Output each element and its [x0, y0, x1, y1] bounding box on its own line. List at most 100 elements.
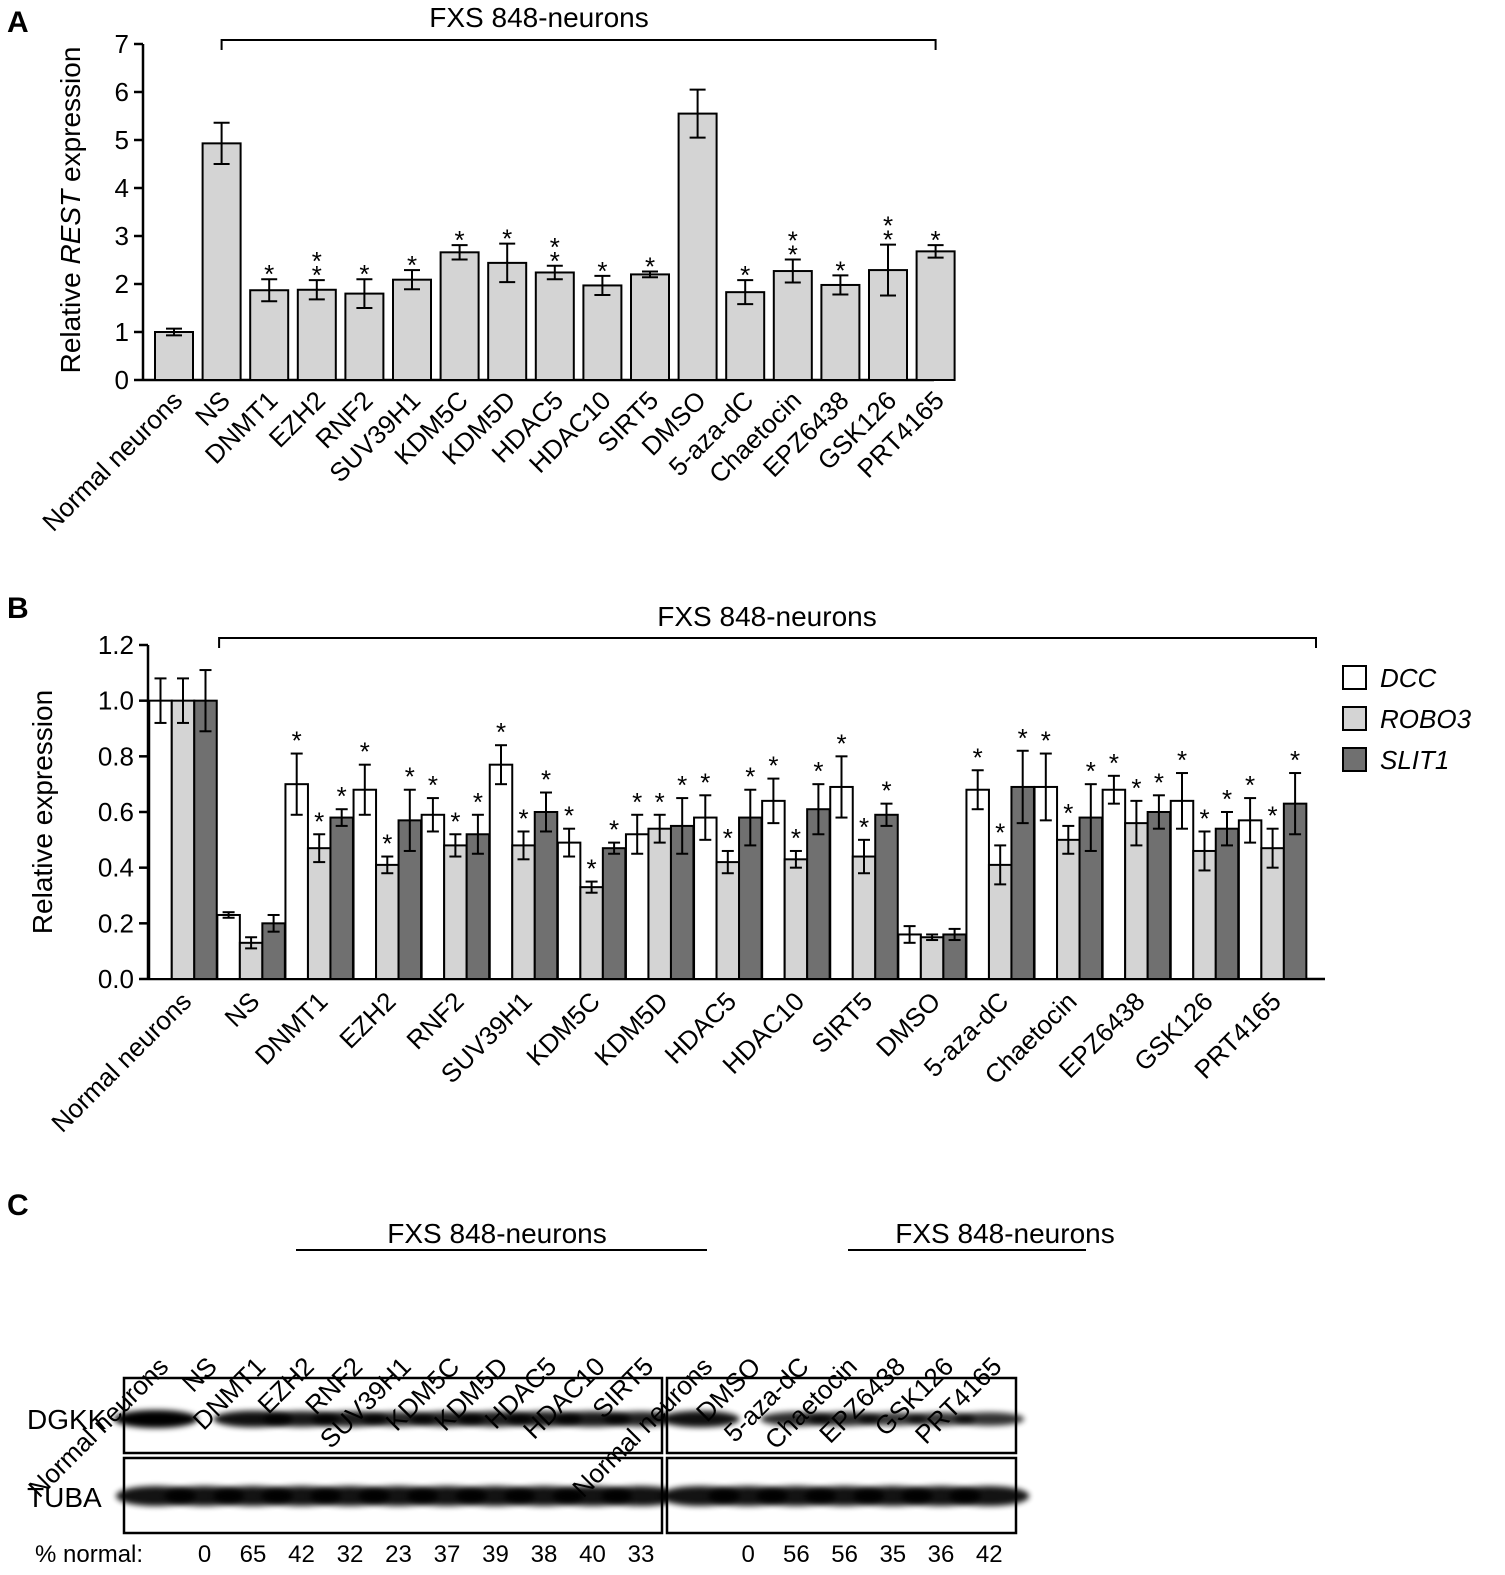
- left_blot-percent-normal: 0: [198, 1541, 211, 1568]
- panel-a-significance-mark: *: [931, 225, 941, 255]
- panel-a-bar: [392, 278, 432, 381]
- panel-b-bar-dcc: [216, 913, 241, 981]
- panel-b-significance-mark: *: [314, 806, 324, 836]
- panel-a-bar: [154, 331, 194, 381]
- panel-b-ytick-label: 0.6: [98, 797, 134, 827]
- panel-a-bar: [249, 289, 290, 381]
- blot-row-label-dgkk: DGKK: [27, 1404, 107, 1435]
- panel-b-error-bar: [789, 849, 802, 869]
- panel-b-error-bar: [926, 933, 939, 942]
- panel-a-error-bar: [594, 274, 611, 297]
- panel-label-c: C: [7, 1189, 29, 1222]
- panel-b-category-label: Normal neurons: [45, 986, 197, 1138]
- panel-b-error-bar: [495, 744, 507, 786]
- panel-b-bar-slit1: [942, 933, 967, 981]
- panel-b-category-label: KDM5C: [520, 986, 606, 1072]
- panel-b-significance-mark: *: [1245, 770, 1255, 800]
- right_blot-dgkk-band: [808, 1411, 881, 1427]
- panel-a-significance-mark: **: [312, 246, 322, 290]
- panel-b-error-bar: [517, 830, 530, 861]
- panel-b-ylabel: Relative expression: [27, 690, 58, 934]
- panel-a-significance-mark: *: [835, 255, 845, 285]
- panel-b-error-bar: [948, 927, 961, 942]
- panel-b-bar-dcc: [420, 813, 446, 980]
- panel-a-bar: [820, 283, 861, 381]
- right_blot-tuba-band: [949, 1486, 1030, 1506]
- panel-a-ytick-label: 5: [115, 125, 129, 155]
- panel-b-significance-mark: *: [859, 812, 869, 842]
- panel-b-significance-mark: *: [541, 765, 551, 795]
- legend-swatch-robo3: [1342, 706, 1367, 731]
- left_blot-percent-normal: 39: [482, 1541, 509, 1568]
- panel-a-group-bracket: [220, 39, 937, 50]
- panel-b-bar-robo3: [1124, 822, 1149, 981]
- panel-b-ytick-label: 1.2: [98, 630, 134, 660]
- panel-b-significance-mark: *: [791, 823, 801, 853]
- panel-a-significance-mark: **: [883, 211, 893, 255]
- panel-b-ytick-label: 0.4: [98, 853, 134, 883]
- left_blot-percent-normal: 38: [531, 1541, 558, 1568]
- panel-b-category-label: EZH2: [333, 986, 401, 1054]
- panel-c-western-blot: FXS 848-neurons FXS 848-neurons DGKK TUB…: [22, 1218, 1115, 1568]
- panel-b-significance-mark: *: [973, 742, 983, 772]
- panel-b-significance-mark: *: [1222, 784, 1232, 814]
- panel-a-error-bar: [499, 242, 516, 284]
- panel-b-error-bar: [1198, 830, 1211, 872]
- left_blot-tuba-band: [601, 1486, 681, 1506]
- panel-b-category-label: SIRT5: [805, 986, 878, 1059]
- legend-label-robo3: ROBO3: [1380, 704, 1472, 734]
- panel-b-bar-dcc: [488, 763, 514, 981]
- panel-b-error-bar: [721, 849, 734, 875]
- panel-b-significance-mark: *: [768, 751, 778, 781]
- panel-a-chart: Relative REST expression FXS 848-neurons…: [36, 2, 956, 537]
- panel-b-bar-robo3: [170, 699, 196, 981]
- panel-b-bar-slit1: [1146, 811, 1172, 980]
- panel-b-bar-slit1: [193, 699, 218, 981]
- panel-a-category-label: Normal neurons: [36, 385, 188, 537]
- panel-b-significance-mark: *: [1041, 726, 1051, 756]
- panel-b-group-label: FXS 848-neurons: [657, 601, 876, 632]
- panel-b-significance-mark: *: [1018, 723, 1028, 753]
- panel-b-bar-dcc: [352, 788, 378, 980]
- panel-a-bar: [534, 271, 575, 382]
- panel-b-error-bar: [199, 669, 212, 733]
- panel-b-significance-mark: *: [518, 803, 528, 833]
- panel-b-bar-robo3: [511, 844, 536, 981]
- panel-b-error-bar: [744, 788, 757, 847]
- panel-b-error-bar: [471, 813, 484, 855]
- panel-b-error-bar: [540, 791, 552, 833]
- panel-b-bar-dcc: [1237, 819, 1263, 980]
- panel-label-a: A: [7, 6, 29, 39]
- panel-a-ytick-label: 2: [115, 269, 129, 299]
- panel-b-error-bar: [1244, 797, 1257, 844]
- panel-b-bar-slit1: [874, 813, 899, 980]
- panel-b-ytick-label: 0.8: [98, 741, 134, 771]
- panel-a-error-bar: [356, 278, 373, 309]
- blot-left-group-label: FXS 848-neurons: [387, 1218, 606, 1249]
- panel-a-error-bar: [832, 274, 849, 296]
- panel-a-bar: [582, 284, 623, 381]
- left_blot-percent-normal: 42: [288, 1541, 315, 1568]
- panel-b-error-bar: [449, 833, 462, 858]
- panel-b-chart: Relative expression FXS 848-neurons 0.0 0…: [27, 601, 1472, 1138]
- panel-b-error-bar: [245, 936, 258, 950]
- left_blot-percent-normal: 33: [628, 1541, 655, 1568]
- panel-b-error-bar: [585, 880, 598, 894]
- right_blot-percent-normal: 36: [928, 1541, 955, 1568]
- panel-a-bar: [725, 291, 766, 381]
- panel-b-bar-dcc: [624, 833, 650, 980]
- panel-b-significance-mark: *: [1177, 745, 1187, 775]
- panel-b-error-bar: [903, 925, 916, 944]
- panel-a-error-bar: [927, 244, 944, 259]
- panel-b-bar-dcc: [965, 788, 990, 980]
- panel-a-error-bar: [546, 264, 563, 281]
- panel-b-error-bar: [699, 794, 712, 841]
- panel-b-error-bar: [1130, 799, 1143, 847]
- panel-b-error-bar: [971, 769, 984, 811]
- right_blot-percent-normal: 0: [742, 1541, 755, 1568]
- right_blot-dgkk-band: [906, 1412, 976, 1426]
- panel-a-significance-mark: *: [597, 256, 607, 286]
- panel-b-bar-slit1: [465, 833, 491, 980]
- panel-a-error-bar: [213, 121, 230, 165]
